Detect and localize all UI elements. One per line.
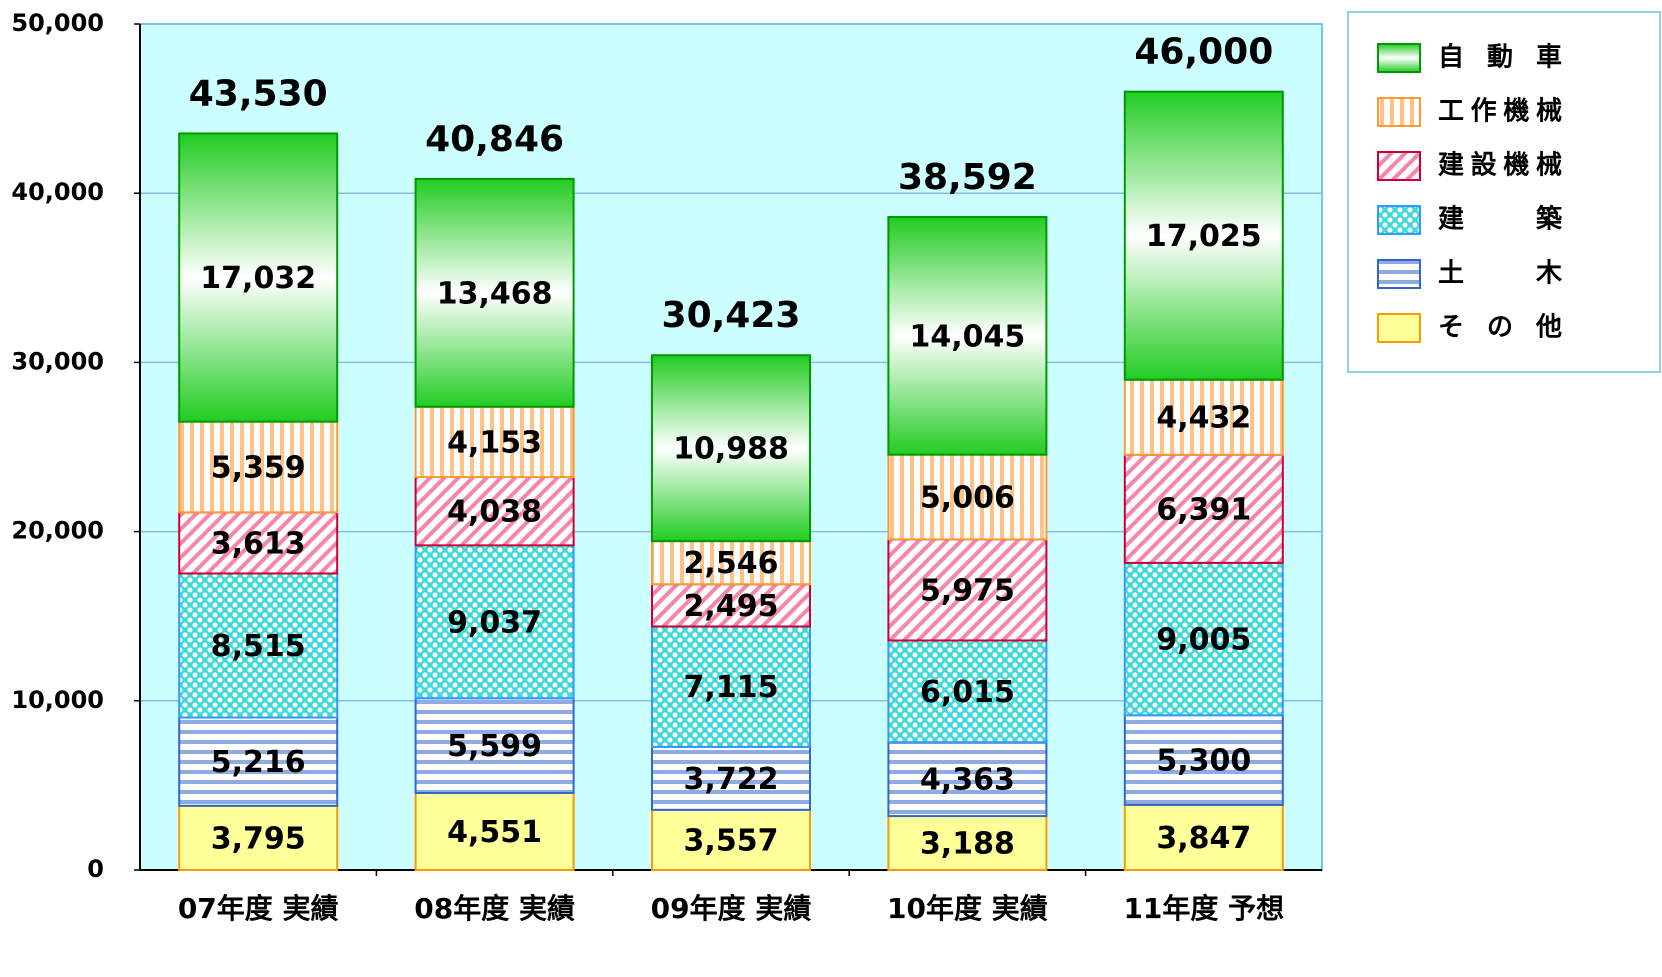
total-label: 40,846 [425,119,564,160]
value-label: 5,216 [211,745,306,780]
bar-segment [887,815,1048,871]
bar-segment [1123,453,1284,564]
legend-swatch [1377,205,1421,235]
bar-segment [178,572,339,719]
bar-segment [178,804,339,871]
y-tick-label: 10,000 [11,686,104,714]
total-label: 43,530 [189,73,328,114]
legend-swatch [1377,259,1421,289]
bar-segment [414,544,575,700]
bar-segment [178,511,339,575]
bar-segment [414,791,575,871]
value-label: 8,515 [211,629,306,664]
bar-segment [887,216,1048,456]
x-tick-label: 07年度 実績 [178,892,339,925]
value-label: 5,300 [1156,744,1251,779]
value-label: 4,551 [447,815,542,850]
value-label: 4,038 [447,495,542,530]
total-label: 38,592 [898,157,1037,198]
value-label: 5,359 [211,450,306,485]
bar-segment [1123,90,1284,381]
bar-segment [651,583,811,628]
legend-swatch [1377,151,1421,181]
y-tick-label: 30,000 [11,347,104,375]
total-label: 46,000 [1134,32,1273,73]
total-label: 30,423 [662,295,801,336]
bar-segment [651,745,811,811]
value-label: 4,432 [1156,401,1251,436]
x-tick-label: 08年度 実績 [414,892,575,925]
value-label: 13,468 [437,276,553,311]
legend-swatch [1377,313,1421,343]
bar-segment [414,476,575,547]
bar-segment [178,132,339,423]
bar-segment [178,716,339,807]
value-label: 17,025 [1146,219,1262,254]
value-label: 5,599 [447,729,542,764]
value-label: 9,005 [1156,623,1251,658]
legend-label: その他 [1438,313,1562,343]
value-label: 6,015 [920,675,1015,710]
value-label: 6,391 [1156,492,1251,527]
x-tick-label: 10年度 実績 [887,892,1048,925]
bar-segment [1123,803,1284,871]
value-label: 2,546 [684,546,779,581]
value-label: 3,188 [920,827,1015,862]
legend-swatch [1377,97,1421,127]
bar-segment [651,354,811,543]
bar-segment [178,420,339,514]
value-label: 5,006 [920,481,1015,516]
bar-segment [414,405,575,479]
value-label: 17,032 [200,261,316,296]
y-tick-label: 0 [87,855,104,883]
bar-segment [651,808,811,871]
value-label: 3,795 [211,821,306,856]
value-label: 14,045 [910,319,1026,354]
value-label: 5,975 [920,573,1015,608]
value-label: 10,988 [673,432,789,467]
bar-segment [887,453,1048,541]
legend-label: 自動車 [1438,42,1562,73]
bar-segment [414,697,575,794]
value-label: 2,495 [684,589,779,624]
legend-swatch [1377,43,1421,73]
bar-segment [1123,378,1284,456]
y-tick-label: 20,000 [11,517,104,545]
y-tick-label: 50,000 [11,9,104,37]
value-label: 9,037 [447,605,542,640]
value-label: 7,115 [684,670,779,705]
bar-segment [651,625,811,748]
x-tick-label: 09年度 実績 [651,892,812,925]
bar-segment [414,177,575,408]
value-label: 3,557 [684,823,779,858]
value-label: 3,613 [211,526,306,561]
value-label: 3,847 [1156,821,1251,856]
value-label: 3,722 [684,762,779,797]
bar-segment [887,639,1048,744]
bar-segment [651,540,811,586]
x-tick-label: 11年度 予想 [1123,892,1284,925]
value-label: 4,153 [447,425,542,460]
value-label: 4,363 [920,763,1015,798]
y-tick-label: 40,000 [11,178,104,206]
